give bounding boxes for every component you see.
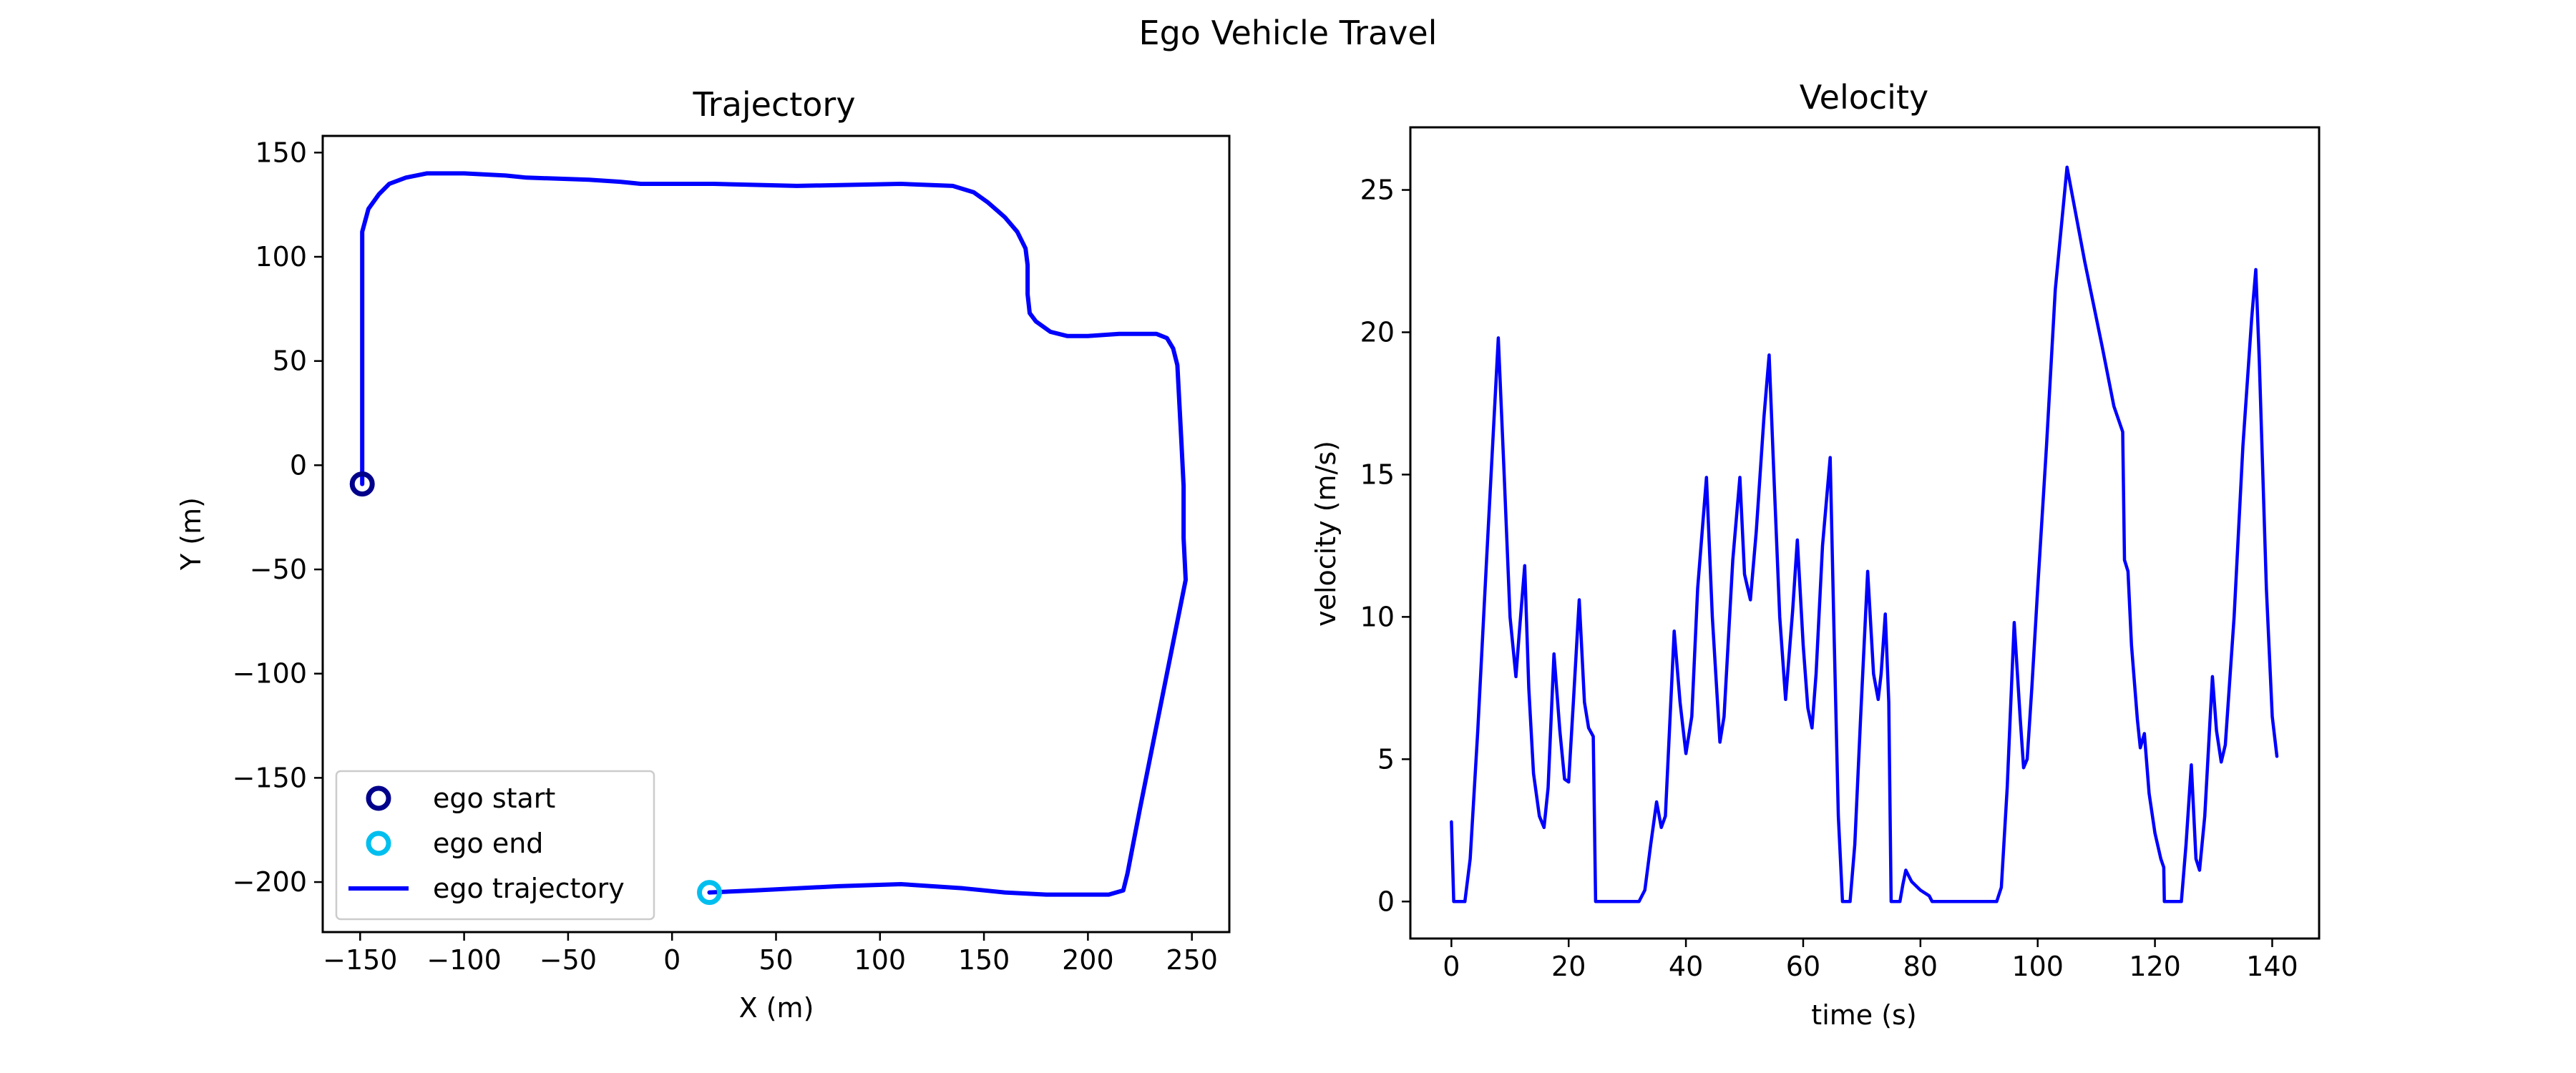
velocity-ytick-label: 10 xyxy=(1360,601,1395,632)
trajectory-ytick-label: −150 xyxy=(233,762,307,793)
trajectory-ytick-label: −50 xyxy=(250,554,307,585)
legend-frame xyxy=(335,770,655,921)
trajectory-ytick-label: −200 xyxy=(233,866,307,898)
trajectory-xtick-label: 200 xyxy=(1062,944,1114,976)
velocity-series xyxy=(1450,165,2279,903)
trajectory-xtick-label: 50 xyxy=(758,944,793,976)
figure-suptitle: Ego Vehicle Travel xyxy=(1139,14,1438,52)
velocity-ytick-label: 20 xyxy=(1360,316,1395,348)
velocity-frame xyxy=(1409,126,2321,940)
ego-start-marker xyxy=(349,471,375,497)
trajectory-ticks: −150 −100 −50 0 50 100 150 200 250 150 100 50 0 −50 −1… xyxy=(233,137,1218,976)
trajectory-ytick-label: 50 xyxy=(273,346,307,377)
velocity-xtick-label: 120 xyxy=(2129,951,2181,982)
trajectory-xtick-label: 0 xyxy=(663,944,680,976)
velocity-xtick-label: 0 xyxy=(1443,951,1460,982)
velocity-ticks: 0 20 40 60 80 100 120 140 0 5 10 15 20 25 xyxy=(1360,175,2298,982)
velocity-ytick-label: 5 xyxy=(1377,743,1395,775)
ego-end-marker xyxy=(697,880,723,906)
trajectory-ytick-label: 0 xyxy=(290,449,307,481)
trajectory-ylabel: Y (m) xyxy=(175,497,207,571)
trajectory-xtick-label: −50 xyxy=(540,944,597,976)
velocity-ytick-label: 0 xyxy=(1377,886,1395,917)
velocity-series-line xyxy=(1450,165,2279,903)
velocity-ylabel: velocity (m/s) xyxy=(1310,441,1342,627)
legend-start-marker xyxy=(366,785,391,811)
legend-label-trajectory: ego trajectory xyxy=(433,873,625,904)
velocity-ytick-label: 15 xyxy=(1360,459,1395,490)
velocity-title: Velocity xyxy=(1800,78,1928,117)
trajectory-xtick-label: −100 xyxy=(426,944,501,976)
trajectory-frame xyxy=(321,134,1231,934)
velocity-xtick-label: 140 xyxy=(2246,951,2298,982)
trajectory-series-line xyxy=(360,171,1188,897)
trajectory-series xyxy=(349,171,1188,906)
velocity-xtick-label: 40 xyxy=(1669,951,1703,982)
trajectory-plot: Trajectory −150 −100 −50 0 50 100 150 200 250 150… xyxy=(175,85,1231,1024)
trajectory-xtick-label: 100 xyxy=(854,944,907,976)
trajectory-ytick-label: 100 xyxy=(255,241,307,273)
trajectory-xtick-label: 250 xyxy=(1166,944,1218,976)
velocity-xtick-label: 100 xyxy=(2011,951,2064,982)
velocity-plot: Velocity 0 20 40 60 80 100 120 140 0 5 10 15 20 25 ti… xyxy=(1310,78,2321,1031)
velocity-xtick-label: 60 xyxy=(1786,951,1820,982)
trajectory-legend: ego start ego end ego trajectory xyxy=(335,770,655,921)
trajectory-xtick-label: 150 xyxy=(958,944,1010,976)
trajectory-xtick-label: −150 xyxy=(323,944,397,976)
trajectory-title: Trajectory xyxy=(692,85,855,124)
velocity-xtick-label: 80 xyxy=(1903,951,1938,982)
velocity-xtick-label: 20 xyxy=(1551,951,1586,982)
legend-end-marker xyxy=(366,831,391,856)
velocity-xlabel: time (s) xyxy=(1811,999,1916,1031)
trajectory-ytick-label: 150 xyxy=(255,137,307,168)
velocity-ytick-label: 25 xyxy=(1360,175,1395,206)
legend-label-end: ego end xyxy=(433,828,543,859)
trajectory-ytick-label: −100 xyxy=(233,658,307,690)
trajectory-xlabel: X (m) xyxy=(739,992,814,1024)
legend-label-start: ego start xyxy=(433,783,555,814)
